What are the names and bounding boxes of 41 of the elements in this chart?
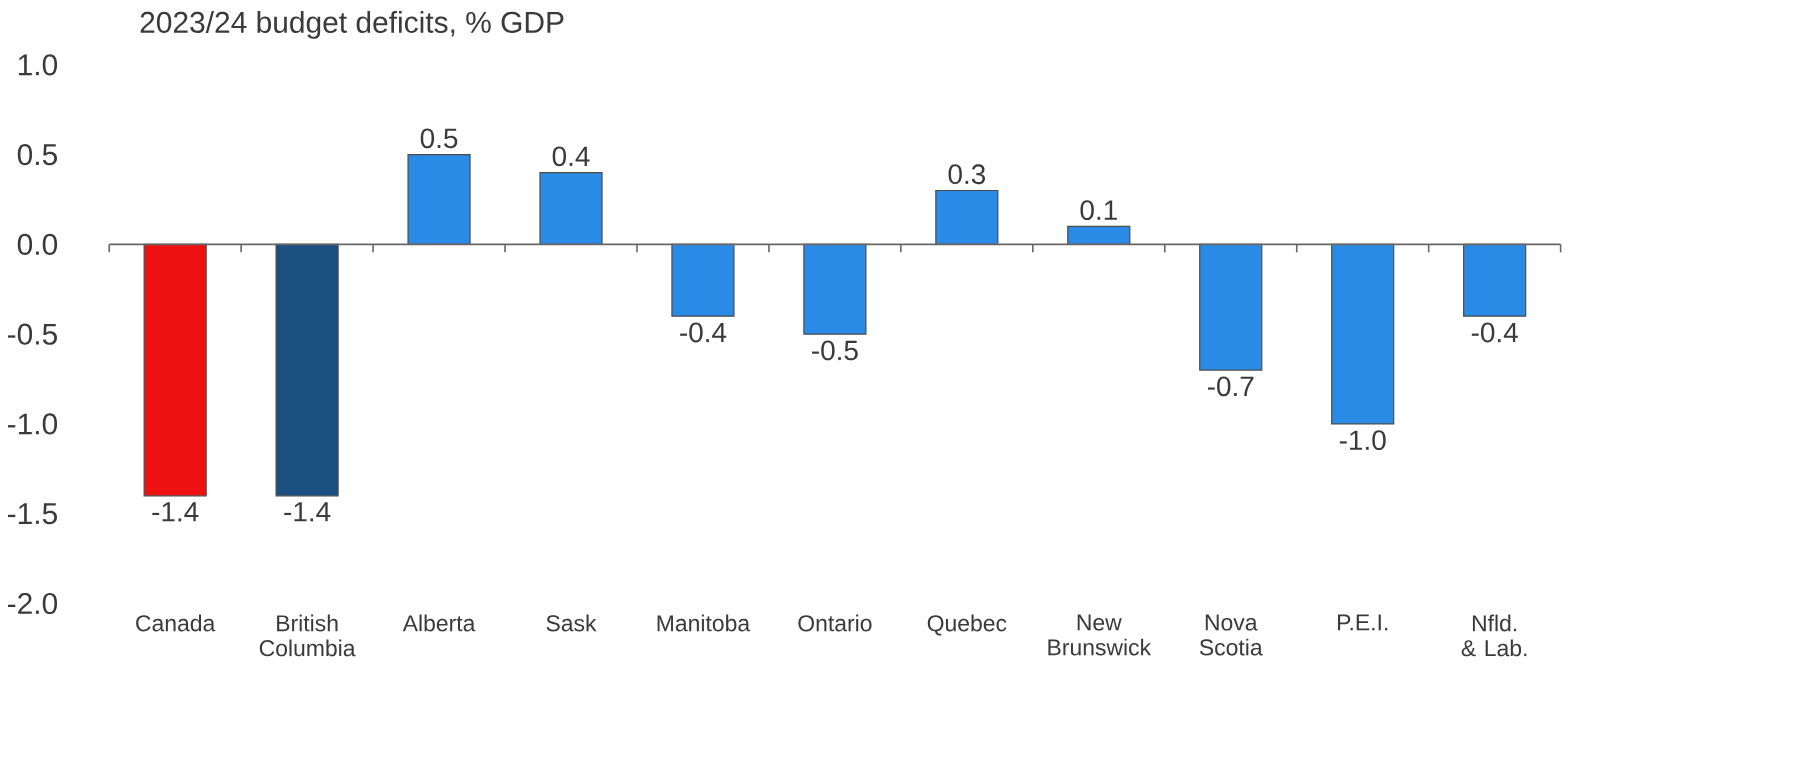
- data-label: -0.5: [812, 340, 858, 361]
- bar: [143, 243, 207, 497]
- bar: [539, 171, 603, 245]
- data-label: 0.4: [552, 146, 590, 167]
- y-tick-label: 0.5: [17, 143, 57, 166]
- data-label: 0.5: [420, 128, 458, 149]
- x-tick-label: Nfld. & Lab.: [1461, 614, 1527, 657]
- y-tick-label: 1.0: [18, 54, 58, 76]
- y-tick-label: -2.0: [7, 592, 58, 615]
- bar: [407, 153, 471, 245]
- data-label: -0.4: [1471, 322, 1518, 343]
- y-tick-label: -1.0: [7, 413, 58, 435]
- bar: [1199, 243, 1263, 371]
- bar: [803, 243, 867, 335]
- data-label: -1.4: [152, 502, 199, 522]
- x-tick-label: New Brunswick: [1048, 614, 1152, 656]
- data-label: -1.0: [1339, 430, 1386, 451]
- x-tick-label: Nova Scotia: [1199, 614, 1263, 656]
- x-tick-label: Sask: [546, 614, 597, 632]
- bar: [671, 243, 735, 317]
- data-label: -0.7: [1207, 376, 1254, 397]
- data-label: -0.4: [680, 322, 727, 343]
- bar: [1331, 243, 1395, 425]
- x-tick-label: Alberta: [402, 614, 476, 632]
- chart-title: 2023/24 budget deficits, % GDP: [140, 10, 564, 39]
- y-tick-label: -0.5: [7, 323, 57, 345]
- x-tick-label: Quebec: [927, 614, 1007, 636]
- data-label: -1.4: [284, 502, 331, 522]
- bar: [935, 189, 999, 245]
- x-tick-label: British Columbia: [259, 614, 356, 657]
- bar: [1067, 225, 1131, 245]
- x-tick-label: Manitoba: [657, 614, 751, 632]
- x-tick-label: Canada: [136, 614, 216, 632]
- y-tick-label: -1.5: [7, 503, 57, 525]
- data-label: 0.1: [1080, 200, 1117, 221]
- bar: [1463, 243, 1527, 317]
- data-label: 0.3: [948, 164, 986, 185]
- x-tick-label: P.E.I.: [1338, 614, 1388, 631]
- y-tick-label: 0.0: [17, 233, 58, 255]
- x-tick-label: Ontario: [798, 614, 872, 632]
- bar: [275, 243, 339, 497]
